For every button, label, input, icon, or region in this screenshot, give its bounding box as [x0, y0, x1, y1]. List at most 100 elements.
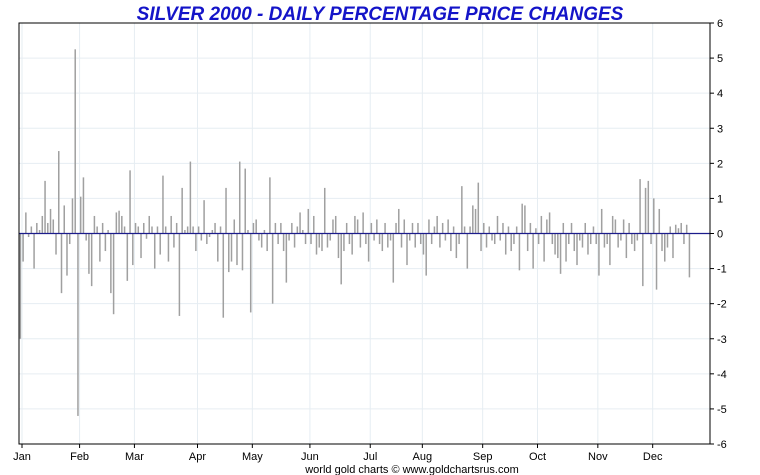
- bar: [419, 233, 422, 245]
- bar: [104, 233, 107, 252]
- bar: [408, 233, 411, 241]
- bar: [112, 233, 115, 315]
- bar: [370, 222, 373, 234]
- bar: [546, 219, 548, 234]
- bar: [244, 168, 246, 234]
- bar: [126, 233, 129, 281]
- bar: [178, 233, 181, 316]
- bar: [576, 233, 578, 266]
- x-tick-label: Nov: [588, 451, 608, 463]
- bar: [551, 233, 554, 245]
- bar: [225, 187, 227, 234]
- bar: [208, 233, 211, 238]
- bar: [398, 208, 400, 234]
- bar: [118, 210, 120, 234]
- y-tick-label: 6: [717, 18, 723, 30]
- bar: [241, 233, 244, 271]
- bar: [189, 161, 192, 234]
- bar: [280, 222, 282, 234]
- bar: [622, 219, 625, 234]
- x-tick-label: Jun: [301, 451, 319, 463]
- bar: [628, 222, 630, 234]
- bar: [302, 229, 304, 234]
- bar: [260, 233, 263, 248]
- bar: [595, 233, 597, 245]
- bar: [606, 233, 608, 245]
- bar: [101, 222, 104, 234]
- bar: [247, 229, 249, 234]
- bar: [164, 226, 167, 234]
- bar: [557, 233, 559, 259]
- bar: [137, 226, 140, 234]
- bar: [334, 215, 337, 234]
- bar: [148, 215, 151, 234]
- bar: [170, 215, 172, 234]
- bar: [22, 233, 24, 262]
- bar: [329, 233, 331, 241]
- bar: [343, 233, 345, 252]
- bar: [664, 233, 666, 262]
- bar: [373, 233, 375, 241]
- bar: [609, 233, 611, 266]
- bar: [68, 233, 71, 245]
- bar: [304, 233, 307, 245]
- bar: [315, 233, 318, 255]
- bar: [129, 170, 131, 234]
- bar: [521, 203, 523, 234]
- x-tick-label: Dec: [643, 451, 663, 463]
- bar: [589, 233, 592, 245]
- bar: [274, 222, 277, 234]
- bar: [554, 233, 556, 255]
- y-tick-label: -5: [717, 404, 727, 416]
- bar: [677, 228, 680, 234]
- bar: [153, 233, 156, 269]
- y-tick-label: -1: [717, 264, 727, 276]
- bar: [474, 208, 477, 234]
- bar: [38, 229, 41, 234]
- bar: [249, 233, 252, 313]
- bar: [403, 219, 406, 234]
- bar: [683, 233, 685, 245]
- bar: [351, 233, 353, 255]
- bar: [143, 222, 145, 234]
- bar: [299, 212, 301, 234]
- bar: [49, 208, 52, 234]
- bar: [214, 222, 216, 234]
- bar: [296, 226, 299, 234]
- bar: [387, 233, 389, 248]
- bar: [115, 212, 118, 234]
- bar: [461, 186, 463, 234]
- bar: [400, 233, 403, 248]
- bar: [110, 233, 112, 294]
- bar: [488, 226, 491, 234]
- bar: [395, 222, 397, 234]
- bar: [543, 233, 545, 262]
- bar: [252, 222, 255, 234]
- bar: [162, 175, 164, 234]
- bar: [233, 219, 236, 234]
- bar: [559, 233, 562, 274]
- y-tick-label: 2: [717, 158, 723, 170]
- bar: [277, 233, 279, 245]
- y-tick-label: 0: [717, 229, 723, 241]
- bar: [79, 196, 82, 234]
- bar: [285, 233, 288, 283]
- bar: [436, 215, 438, 234]
- bar: [47, 222, 49, 234]
- bar: [175, 222, 178, 234]
- bar: [513, 233, 515, 245]
- bar: [99, 233, 101, 262]
- bar: [348, 233, 351, 245]
- bar: [93, 215, 96, 234]
- bar: [293, 233, 296, 248]
- y-axis: 6 5 4 3 2 1 0 -1 -2 -3 -4 -5 -6: [710, 18, 727, 451]
- bar: [441, 222, 444, 234]
- chart-title: SILVER 2000 - DAILY PERCENTAGE PRICE CHA…: [137, 4, 624, 25]
- bar: [452, 226, 455, 234]
- x-axis: Jan Feb Mar Apr May Jun Jul Aug Sep Oct Nov Dec: [13, 444, 663, 463]
- y-tick-label: 4: [717, 88, 723, 100]
- bar: [661, 233, 663, 252]
- bar: [156, 226, 159, 234]
- bar: [502, 222, 504, 234]
